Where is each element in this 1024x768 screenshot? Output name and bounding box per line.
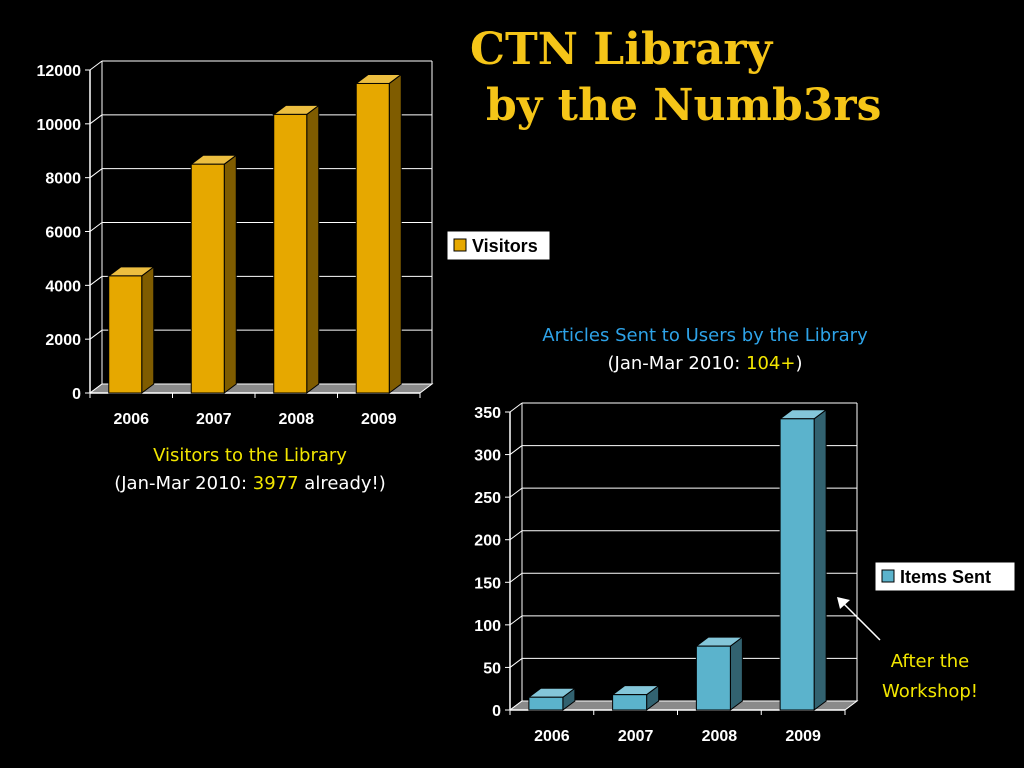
items-chart: 0 50 100 150 200 250 300 350 2006 2007 2008 2009 Ite… [474,402,1016,745]
annotation-line-2: Workshop! [881,681,979,702]
visitors-y-tick-label: 10000 [37,117,82,134]
visitors-bar-front [273,113,308,394]
visitors-x-tick-label: 2007 [196,411,232,428]
items-y-tick-label: 300 [474,448,501,465]
items-bar-side [813,408,827,711]
items-wall-line [509,530,523,541]
articles-caption-title: Articles Sent to Users by the Library [542,325,868,346]
items-x-tick-label: 2008 [702,728,738,745]
items-x-tick-label: 2007 [618,728,654,745]
items-legend-box [874,561,1016,592]
slide-title: CTN Library by the Numb3rs [470,22,1010,134]
items-bar [694,636,744,711]
visitors-bar-front [108,275,143,394]
visitors-chart: 0 2000 4000 6000 8000 10000 12000 2006 2007 2008 2… [37,60,551,428]
visitors-bar-front [355,82,390,394]
title-line-1: CTN Library [470,24,773,75]
items-y-tick-label: 0 [492,703,501,720]
arrow-shaft [839,599,881,641]
articles-note-highlight: 104+ [746,353,796,374]
visitors-caption: Visitors to the Library (Jan-Mar 2010: 3… [60,442,440,498]
items-bar [527,687,577,711]
items-wall-line [509,615,523,626]
items-wall-line [509,402,523,413]
visitors-bar-side [141,265,155,394]
visitors-bar [354,73,403,394]
visitors-bar-side [388,73,402,394]
visitors-legend: Visitors [446,230,551,261]
items-y-tick-label: 200 [474,533,501,550]
visitors-y-tick-label: 6000 [45,225,81,242]
visitors-caption-note: (Jan-Mar 2010: 3977 already!) [60,470,440,498]
items-bar-side [729,636,743,711]
items-wall-line [509,445,523,455]
items-x-tick-label: 2009 [785,728,821,745]
visitors-wall-line [89,168,103,179]
workshop-annotation: After the Workshop! [862,647,998,707]
items-legend-swatch [881,569,895,583]
visitors-legend-label: Visitors [472,236,538,256]
visitors-wall-line [89,275,103,286]
visitors-y-tick-label: 2000 [45,332,81,349]
items-bar [611,684,661,711]
items-wall-line [509,487,523,498]
items-y-tick-label: 100 [474,618,501,635]
items-bar [778,408,828,711]
articles-note-suffix: ) [795,353,803,374]
visitors-wall-line [89,329,103,340]
visitors-caption-title: Visitors to the Library [153,445,347,466]
visitors-bar [272,104,321,394]
items-bar-front [528,696,564,711]
visitors-note-suffix: already!) [298,473,386,494]
articles-caption: Articles Sent to Users by the Library (J… [480,322,930,378]
items-wall-line [509,658,523,668]
visitors-note-prefix: (Jan-Mar 2010: [114,473,253,494]
visitors-bar [189,154,238,394]
items-bar-front [779,418,815,711]
items-y-tick-label: 50 [483,660,501,677]
visitors-bar-front [190,163,225,394]
articles-note-prefix: (Jan-Mar 2010: [607,353,747,374]
articles-caption-note: (Jan-Mar 2010: 104+) [480,350,930,378]
arrow-head [837,597,850,609]
items-y-tick-label: 350 [474,405,501,422]
visitors-y-tick-label: 8000 [45,171,81,188]
annotation-arrow [837,597,881,641]
visitors-wall-line [89,60,103,71]
items-x-tick-label: 2006 [534,728,570,745]
visitors-bar-side [223,154,237,394]
items-bar-front [612,694,648,711]
visitors-y-tick-label: 12000 [37,63,82,80]
items-y-tick-label: 150 [474,575,501,592]
visitors-wall-line [89,114,103,125]
items-y-tick-label: 250 [474,490,501,507]
visitors-legend-swatch [453,238,467,252]
visitors-x-tick-label: 2009 [361,411,397,428]
visitors-x-tick-label: 2006 [113,411,149,428]
items-wall-line [509,572,523,583]
visitors-x-tick-label: 2008 [278,411,314,428]
visitors-y-tick-label: 4000 [45,278,81,295]
annotation-line-1: After the [890,651,970,672]
visitors-note-highlight: 3977 [252,473,299,494]
visitors-bar [107,265,156,394]
title-line-2: by the Numb3rs [486,80,882,131]
items-legend-label: Items Sent [900,567,991,587]
visitors-wall-line [89,222,103,232]
items-bar-front [695,645,731,711]
visitors-bar-side [306,104,320,394]
items-legend: Items Sent [874,561,1016,592]
visitors-y-tick-label: 0 [72,386,81,403]
